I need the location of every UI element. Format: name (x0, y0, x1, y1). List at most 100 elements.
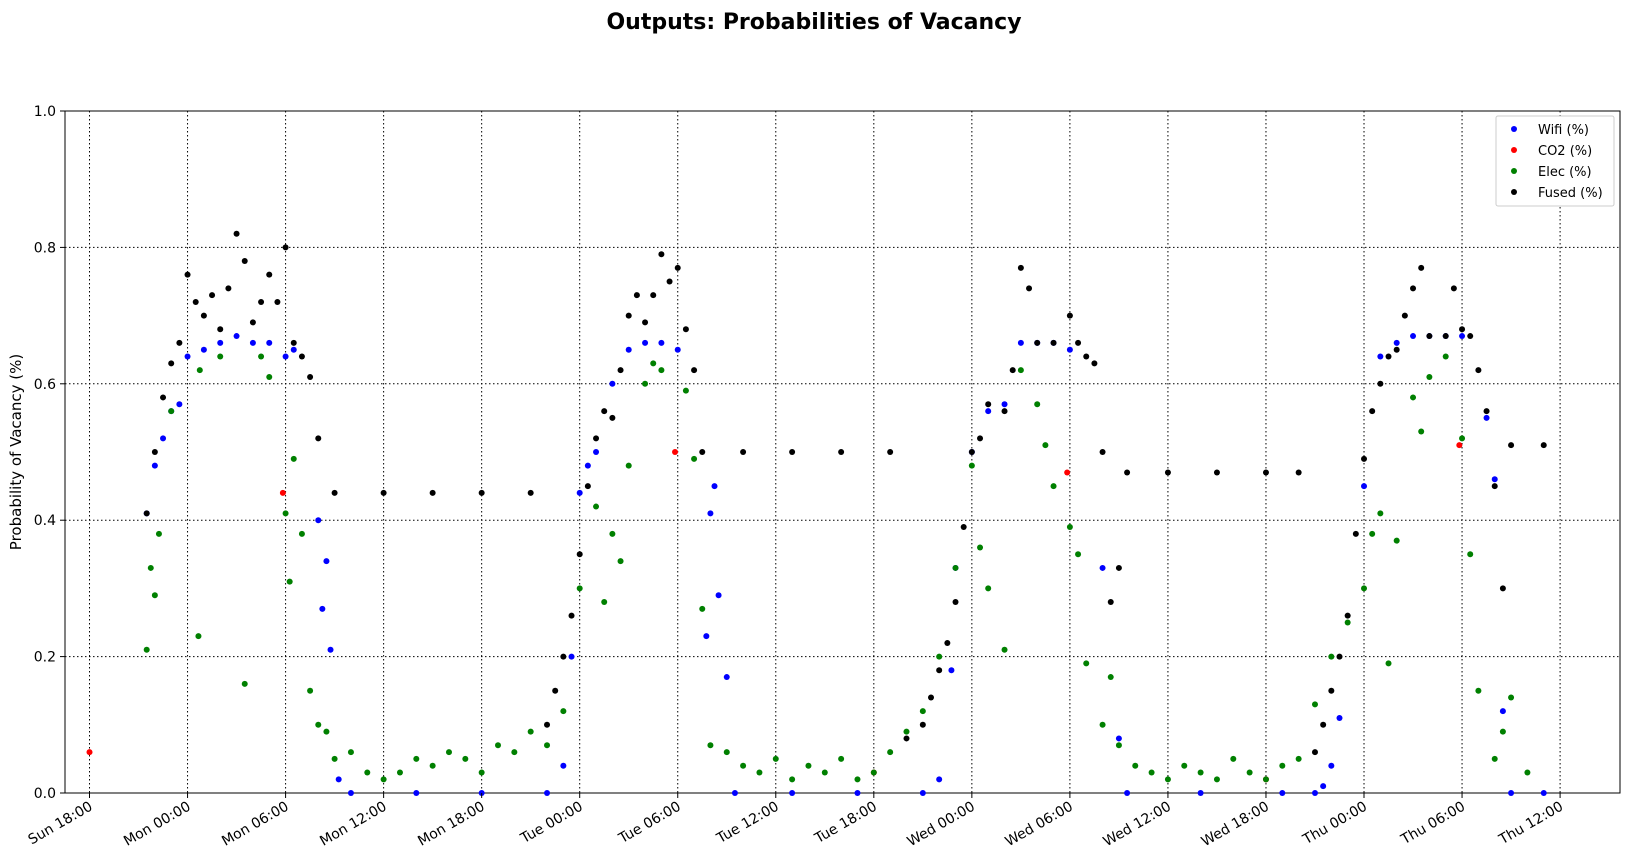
data-point (707, 742, 714, 749)
data-point (1540, 442, 1547, 449)
data-point (1456, 442, 1463, 449)
data-point (936, 776, 943, 783)
data-point (1393, 537, 1400, 544)
x-tick-label: Tue 06:00 (615, 799, 683, 848)
data-point (1279, 790, 1286, 796)
data-point (1499, 728, 1506, 735)
y-tick-label: 0.2 (34, 650, 56, 666)
data-point (233, 333, 240, 340)
data-point (674, 346, 681, 353)
data-point (789, 790, 796, 796)
data-point (650, 360, 657, 367)
data-point (1009, 367, 1016, 374)
data-point (968, 449, 975, 455)
data-point (143, 646, 150, 653)
data-point (1050, 339, 1057, 346)
data-point (315, 517, 322, 524)
data-point (1246, 769, 1253, 776)
data-point (1181, 762, 1188, 769)
data-point (1491, 476, 1498, 483)
data-point (1017, 367, 1024, 374)
data-point (249, 319, 256, 326)
data-point (1107, 674, 1114, 681)
data-point (1450, 285, 1457, 292)
data-point (642, 380, 649, 387)
data-point (1066, 524, 1073, 531)
y-axis-label: Probability of Vacancy (%) (7, 354, 25, 550)
data-point (1467, 551, 1474, 558)
data-point (290, 346, 297, 353)
data-point (1083, 353, 1090, 360)
data-point (279, 489, 286, 496)
data-point (544, 721, 551, 728)
legend-label: Fused (%) (1538, 186, 1603, 201)
data-point (1064, 469, 1071, 476)
data-point (1164, 469, 1171, 476)
data-point (821, 769, 828, 776)
data-point (323, 728, 330, 735)
x-tick-label: Mon 12:00 (317, 799, 389, 850)
data-point (1410, 285, 1417, 292)
data-point (1279, 762, 1286, 769)
data-point (1361, 585, 1368, 592)
data-point (1320, 721, 1327, 728)
data-point (838, 449, 845, 455)
data-point (650, 292, 657, 299)
data-point (86, 749, 93, 756)
x-tick-label: Wed 18:00 (1199, 799, 1272, 851)
data-point (1328, 653, 1335, 660)
chart-title: Outputs: Probabilities of Vacancy (606, 10, 1021, 35)
data-point (1426, 333, 1433, 340)
data-point (331, 755, 338, 762)
data-point (756, 769, 763, 776)
data-point (625, 346, 632, 353)
data-point (977, 435, 984, 442)
data-point (307, 373, 314, 380)
data-point (327, 646, 334, 653)
data-point (495, 742, 502, 749)
data-point (560, 653, 567, 660)
legend-marker (1511, 168, 1517, 174)
data-point (952, 564, 959, 571)
data-point (1377, 510, 1384, 517)
data-point (985, 585, 992, 592)
data-point (1132, 762, 1139, 769)
data-point (1197, 769, 1204, 776)
data-point (1262, 469, 1269, 476)
plot-frame (64, 110, 1621, 794)
data-point (985, 401, 992, 408)
data-point (609, 530, 616, 537)
data-point (147, 564, 154, 571)
data-point (1262, 776, 1269, 783)
data-point (642, 319, 649, 326)
data-point (560, 708, 567, 715)
data-point (1066, 346, 1073, 353)
data-point (593, 435, 600, 442)
data-point (1483, 414, 1490, 421)
data-point (1099, 721, 1106, 728)
data-point (1499, 708, 1506, 715)
legend-marker (1511, 126, 1517, 132)
data-point (274, 298, 281, 305)
data-point (609, 414, 616, 421)
data-point (176, 339, 183, 346)
data-point (1034, 401, 1041, 408)
data-point (1524, 769, 1531, 776)
data-point (633, 292, 640, 299)
data-point (160, 435, 167, 442)
data-point (674, 264, 681, 271)
data-point (1426, 373, 1433, 380)
data-point (1124, 469, 1131, 476)
data-point (335, 776, 342, 783)
data-point (1115, 742, 1122, 749)
legend-marker (1511, 147, 1517, 153)
data-point (968, 462, 975, 469)
data-point (1050, 483, 1057, 490)
data-point (151, 462, 158, 469)
data-point (584, 483, 591, 490)
data-point (576, 489, 583, 496)
data-point (1017, 264, 1024, 271)
data-points (86, 230, 1547, 796)
data-point (1034, 339, 1041, 346)
